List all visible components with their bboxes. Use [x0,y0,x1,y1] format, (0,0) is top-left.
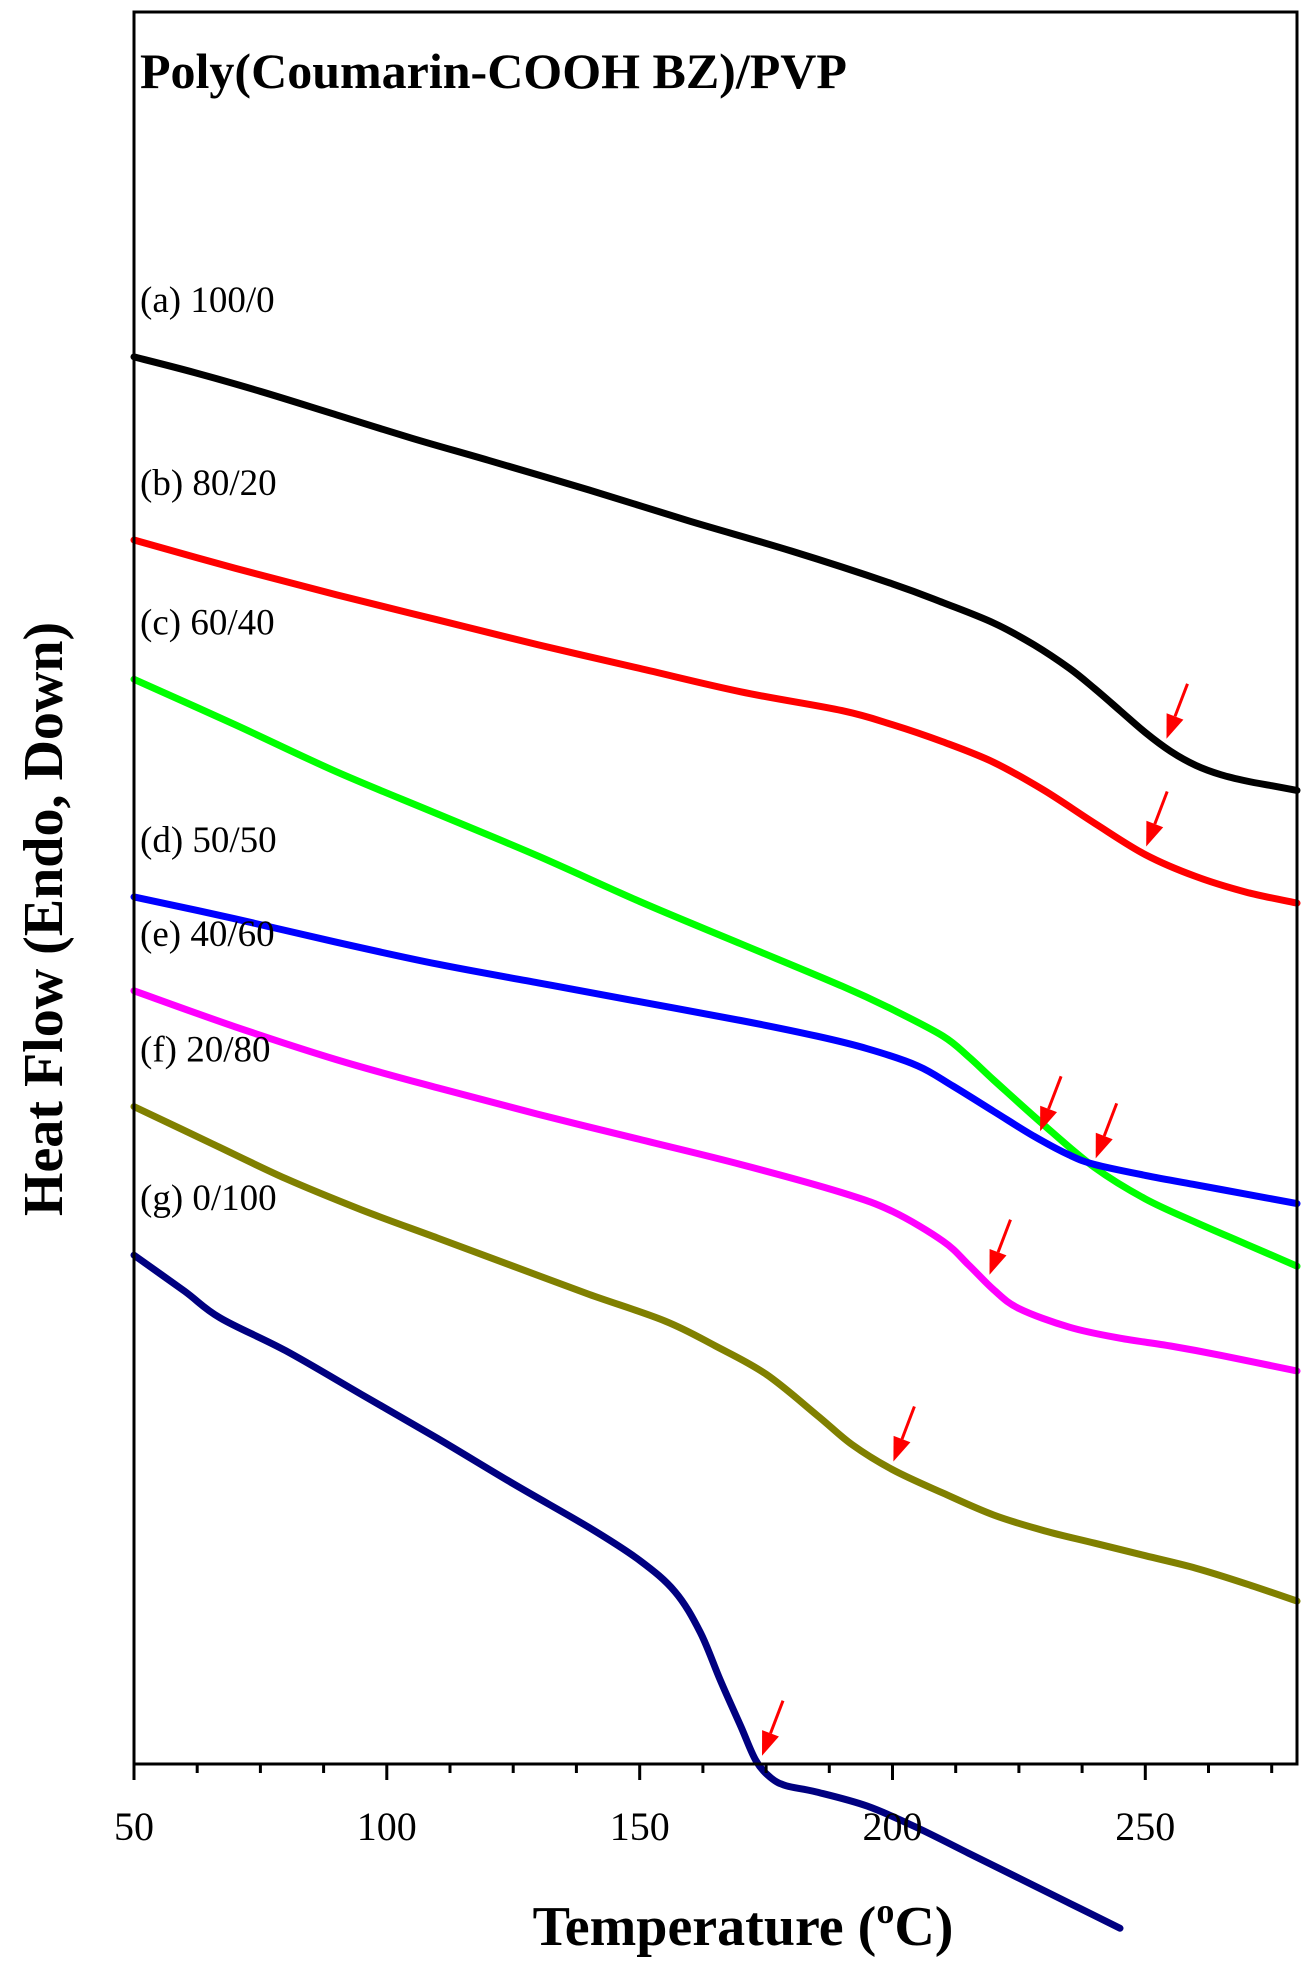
tg-arrow-shaft-5 [900,1405,916,1440]
tg-arrow-head-0 [1166,713,1184,739]
y-axis-title: Heat Flow (Endo, Down) [13,622,75,1216]
tg-arrow-6 [762,1700,785,1756]
x-tick-label-1: 100 [357,1804,417,1849]
tg-arrow-head-4 [989,1249,1007,1275]
glass-transition-arrows [762,683,1189,1756]
tg-arrow-shaft-6 [769,1700,785,1734]
x-axis-title-unit: C) [894,1896,953,1958]
x-tick-label-4: 250 [1115,1804,1175,1849]
tg-arrow-head-3 [1040,1105,1057,1132]
tg-arrow-5 [893,1405,916,1462]
x-axis-ticks: 50 100 150 200 250 [114,1764,1274,1849]
series-label-6: (g) 0/100 [140,1178,277,1219]
series-label-2: (c) 60/40 [140,602,275,643]
series-labels: (a) 100/0 (b) 80/20 (c) 60/40 (d) 50/50 (e) … [140,280,277,1219]
tg-arrow-4 [989,1219,1012,1275]
series-line-4 [130,987,1301,1375]
series-line-3 [130,893,1301,1208]
tg-arrow-shaft-0 [1173,683,1189,717]
x-axis-title-main: Temperature ( [533,1896,877,1958]
series-line-0 [130,353,1301,794]
series-label-5: (f) 20/80 [140,1030,271,1071]
tg-arrow-head-6 [762,1730,779,1756]
tg-arrow-1 [1146,790,1169,847]
series-label-3: (d) 50/50 [140,820,277,861]
tg-arrow-shaft-3 [1047,1075,1063,1110]
series-line-6 [130,1251,1124,1932]
tg-arrow-2 [1095,1102,1119,1159]
plot-frame [132,10,1299,1766]
tg-arrow-0 [1166,683,1189,739]
chart-title: Poly(Coumarin-COOH BZ)/PVP [140,43,847,99]
tg-arrow-shaft-1 [1153,790,1169,825]
x-tick-label-3: 200 [863,1804,923,1849]
tg-arrow-head-2 [1095,1132,1113,1159]
series-label-0: (a) 100/0 [140,280,275,321]
series-line-2 [130,675,1301,1270]
x-axis-title-superscript: o [876,1891,894,1931]
series-label-1: (b) 80/20 [140,463,277,504]
x-axis-title: Temperature (oC) [533,1891,954,1958]
tg-arrow-shaft-2 [1102,1102,1119,1137]
tg-arrow-head-5 [893,1435,911,1462]
x-tick-label-2: 150 [610,1804,670,1849]
series-layer [130,353,1301,1932]
series-label-4: (e) 40/60 [140,914,275,955]
series-line-1 [130,536,1301,907]
tg-arrow-3 [1040,1075,1063,1132]
tg-arrow-shaft-4 [996,1219,1012,1253]
tg-arrow-head-1 [1146,820,1164,847]
x-tick-label-0: 50 [114,1804,154,1849]
series-line-5 [130,1103,1301,1605]
